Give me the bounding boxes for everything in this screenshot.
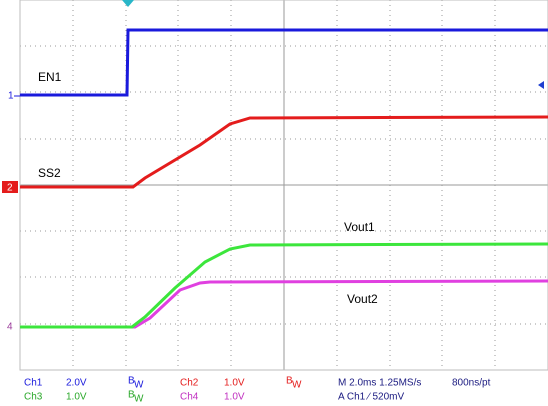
- channel-marker: 2: [7, 183, 13, 194]
- status-text: B: [128, 376, 135, 387]
- trace-ch4: [20, 279, 548, 329]
- status-text: 1.0V: [224, 378, 245, 389]
- trace-ch3: [20, 242, 548, 329]
- trace-label: Vout1: [344, 220, 375, 234]
- status-text: Ch4: [180, 392, 199, 403]
- status-bar: Ch1 2.0V B W Ch2 1.0V B W Ch3 1.0V B W C…: [24, 376, 491, 405]
- trigger-position: [122, 0, 134, 7]
- trace-ch2: [20, 115, 548, 189]
- status-text: 1.0V: [66, 392, 87, 403]
- channel-marker: 4: [7, 322, 13, 333]
- status-text: W: [292, 380, 302, 391]
- marker-box: [2, 181, 18, 193]
- trace-label: SS2: [38, 166, 61, 180]
- trace-ch1: [20, 28, 548, 97]
- status-text: Ch2: [180, 378, 199, 389]
- trace-label: Vout2: [347, 292, 378, 306]
- plot-frame: [19, 0, 548, 371]
- status-text: Ch1: [24, 378, 43, 389]
- channel-marker: 1: [8, 91, 14, 102]
- status-text: B: [128, 390, 135, 401]
- trace-label: EN1: [38, 70, 62, 84]
- status-text: M 2.0ms 1.25MS/s: [338, 378, 421, 389]
- status-text: W: [134, 380, 144, 391]
- status-text: Ch3: [24, 392, 43, 403]
- status-text: 1.0V: [224, 392, 245, 403]
- trigger-level: [538, 81, 544, 89]
- status-text: W: [134, 394, 144, 405]
- status-text: A Ch1 ∕ 520mV: [338, 392, 404, 403]
- status-text: 800ns/pt: [452, 378, 491, 389]
- status-text: 2.0V: [66, 378, 87, 389]
- status-text: B: [286, 376, 293, 387]
